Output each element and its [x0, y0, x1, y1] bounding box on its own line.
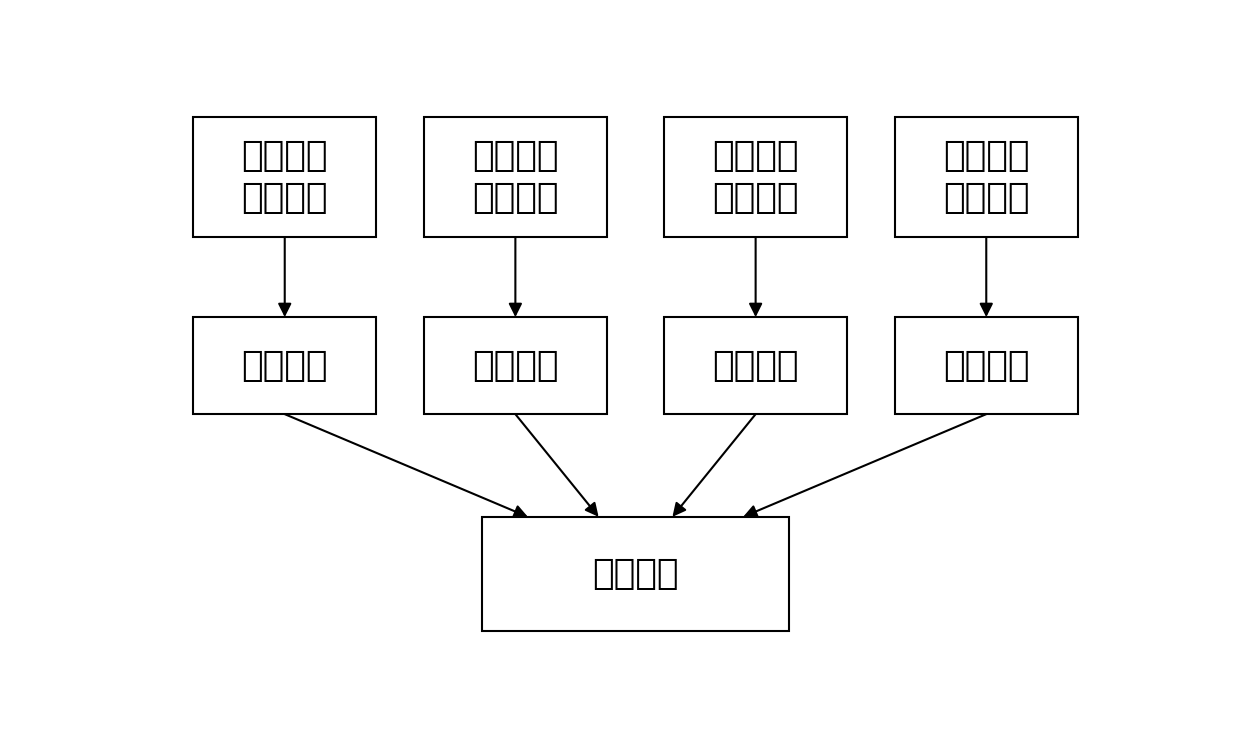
Text: 低附路面: 低附路面	[593, 557, 678, 591]
Bar	[193, 317, 376, 414]
Bar	[665, 117, 847, 237]
Bar	[895, 317, 1078, 414]
Text: 低附路面: 低附路面	[472, 349, 559, 382]
Bar	[424, 317, 606, 414]
Bar	[895, 117, 1078, 237]
Text: 低附路面: 低附路面	[242, 349, 329, 382]
Text: 低附路面: 低附路面	[712, 349, 799, 382]
Text: 第三低附
识别策略: 第三低附 识别策略	[712, 139, 799, 216]
Bar	[424, 117, 606, 237]
Text: 低附路面: 低附路面	[942, 349, 1029, 382]
Text: 第四低附
识别策略: 第四低附 识别策略	[942, 139, 1029, 216]
Bar	[193, 117, 376, 237]
Bar	[481, 517, 789, 631]
Text: 第二低附
识别策略: 第二低附 识别策略	[472, 139, 559, 216]
Bar	[665, 317, 847, 414]
Text: 第一低附
识别策略: 第一低附 识别策略	[242, 139, 329, 216]
